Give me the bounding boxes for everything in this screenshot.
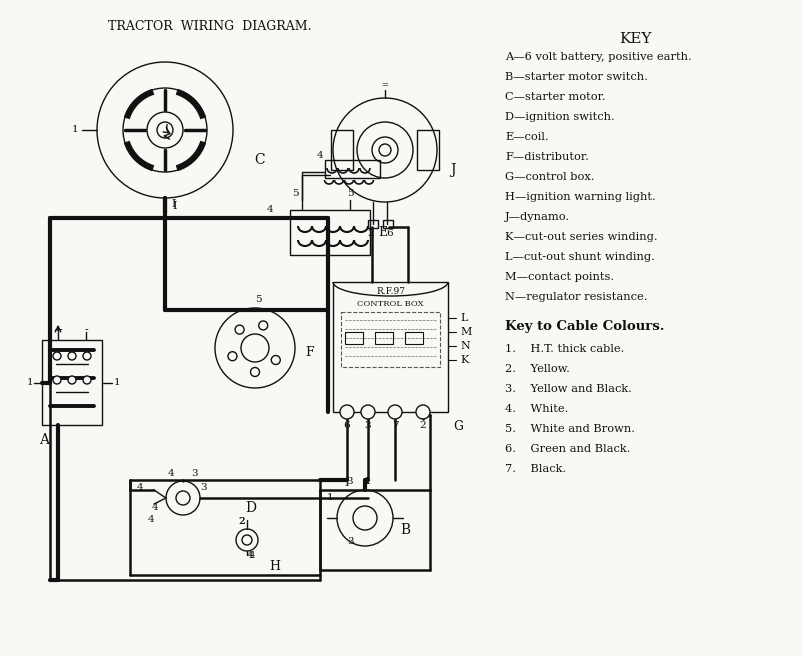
Text: E: E xyxy=(378,226,387,239)
Circle shape xyxy=(53,376,61,384)
Text: CONTROL BOX: CONTROL BOX xyxy=(357,300,423,308)
Text: H—ignition warning light.: H—ignition warning light. xyxy=(505,192,656,202)
Text: H: H xyxy=(269,560,280,573)
Bar xyxy=(341,312,440,367)
Text: J: J xyxy=(450,163,456,177)
Text: 4: 4 xyxy=(136,483,144,493)
Text: 1: 1 xyxy=(114,378,120,387)
Text: J—dynamo.: J—dynamo. xyxy=(505,212,570,222)
Text: 4: 4 xyxy=(267,205,273,215)
Text: R.F.97: R.F.97 xyxy=(376,287,405,297)
Text: 4: 4 xyxy=(148,516,154,525)
Text: 6: 6 xyxy=(344,422,350,430)
Text: 4: 4 xyxy=(317,150,323,159)
Text: B: B xyxy=(400,523,410,537)
Text: +: + xyxy=(53,325,63,335)
Text: 3: 3 xyxy=(346,478,354,487)
Text: K—cut-out series winding.: K—cut-out series winding. xyxy=(505,232,658,242)
Text: 1: 1 xyxy=(26,378,34,387)
Text: 3: 3 xyxy=(348,537,354,546)
Text: F—distributor.: F—distributor. xyxy=(505,152,589,162)
Text: 1: 1 xyxy=(344,480,350,489)
Text: 4: 4 xyxy=(249,552,255,560)
Text: 1: 1 xyxy=(71,125,79,134)
Text: 7: 7 xyxy=(391,422,399,430)
Text: M—contact points.: M—contact points. xyxy=(505,272,614,282)
Text: 5: 5 xyxy=(346,190,354,199)
Text: A: A xyxy=(39,433,49,447)
Bar xyxy=(405,332,423,344)
Text: I: I xyxy=(171,199,176,209)
Text: M: M xyxy=(460,327,472,337)
Circle shape xyxy=(53,352,61,360)
Text: TRACTOR  WIRING  DIAGRAM.: TRACTOR WIRING DIAGRAM. xyxy=(108,20,312,33)
Text: =: = xyxy=(382,81,388,89)
Text: K: K xyxy=(460,355,468,365)
Bar xyxy=(290,210,370,255)
Text: KEY: KEY xyxy=(619,32,651,46)
Bar xyxy=(345,332,363,344)
Text: 6: 6 xyxy=(387,230,393,239)
Bar xyxy=(375,332,393,344)
Bar xyxy=(333,282,448,412)
Text: Key to Cable Colours.: Key to Cable Colours. xyxy=(505,320,665,333)
Text: 5.    White and Brown.: 5. White and Brown. xyxy=(505,424,635,434)
Circle shape xyxy=(83,352,91,360)
Text: 3: 3 xyxy=(200,483,207,493)
Text: G: G xyxy=(453,419,463,432)
Text: 4: 4 xyxy=(247,552,253,560)
Text: G—control box.: G—control box. xyxy=(505,172,594,182)
Circle shape xyxy=(83,376,91,384)
Text: 1: 1 xyxy=(363,478,371,487)
Text: B—starter motor switch.: B—starter motor switch. xyxy=(505,72,648,82)
Text: E—coil.: E—coil. xyxy=(505,132,549,142)
Text: 2.    Yellow.: 2. Yellow. xyxy=(505,364,570,374)
Text: 5: 5 xyxy=(292,190,298,199)
Text: 5: 5 xyxy=(255,295,261,304)
Text: N: N xyxy=(460,341,470,351)
Bar xyxy=(331,130,353,170)
Circle shape xyxy=(388,405,402,419)
Bar xyxy=(42,340,102,425)
Text: N—regulator resistance.: N—regulator resistance. xyxy=(505,292,647,302)
Text: 7.    Black.: 7. Black. xyxy=(505,464,566,474)
Text: C—starter motor.: C—starter motor. xyxy=(505,92,606,102)
Text: 3: 3 xyxy=(192,468,198,478)
Text: 3.    Yellow and Black.: 3. Yellow and Black. xyxy=(505,384,632,394)
Text: A—6 volt battery, positive earth.: A—6 volt battery, positive earth. xyxy=(505,52,692,62)
Text: I: I xyxy=(172,201,176,211)
Text: L: L xyxy=(460,313,468,323)
Text: 3: 3 xyxy=(365,422,371,430)
Bar xyxy=(325,160,380,178)
Text: 1: 1 xyxy=(365,478,371,487)
Text: 4: 4 xyxy=(168,468,174,478)
Text: L—cut-out shunt winding.: L—cut-out shunt winding. xyxy=(505,252,655,262)
Text: D: D xyxy=(245,501,257,515)
Text: 6.    Green and Black.: 6. Green and Black. xyxy=(505,444,630,454)
Text: 2: 2 xyxy=(239,516,245,525)
Text: 4.    White.: 4. White. xyxy=(505,404,569,414)
Text: 2: 2 xyxy=(239,516,245,525)
Text: 2: 2 xyxy=(419,422,427,430)
Circle shape xyxy=(340,405,354,419)
Text: D—ignition switch.: D—ignition switch. xyxy=(505,112,615,122)
Text: F: F xyxy=(305,346,314,359)
Text: 4: 4 xyxy=(152,504,158,512)
Bar xyxy=(383,220,393,228)
Circle shape xyxy=(68,376,76,384)
Circle shape xyxy=(68,352,76,360)
Circle shape xyxy=(361,405,375,419)
Bar xyxy=(417,130,439,170)
Text: -: - xyxy=(84,325,88,335)
Text: C: C xyxy=(255,153,265,167)
Circle shape xyxy=(416,405,430,419)
Text: 1: 1 xyxy=(326,493,334,502)
Text: 1.    H.T. thick cable.: 1. H.T. thick cable. xyxy=(505,344,625,354)
Bar xyxy=(368,220,378,228)
Text: 2: 2 xyxy=(367,230,375,239)
